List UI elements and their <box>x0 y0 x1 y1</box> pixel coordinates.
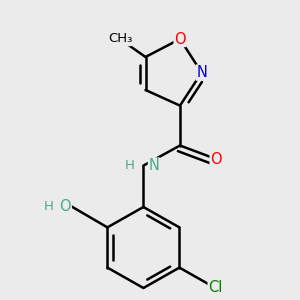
Text: O: O <box>174 32 186 46</box>
Text: O: O <box>210 152 222 166</box>
Text: N: N <box>196 65 207 80</box>
Text: H: H <box>125 159 135 172</box>
Text: Cl: Cl <box>208 280 223 296</box>
Text: CH₃: CH₃ <box>108 32 132 46</box>
Text: N: N <box>148 158 159 173</box>
Text: O: O <box>60 199 71 214</box>
Text: H: H <box>44 200 54 213</box>
